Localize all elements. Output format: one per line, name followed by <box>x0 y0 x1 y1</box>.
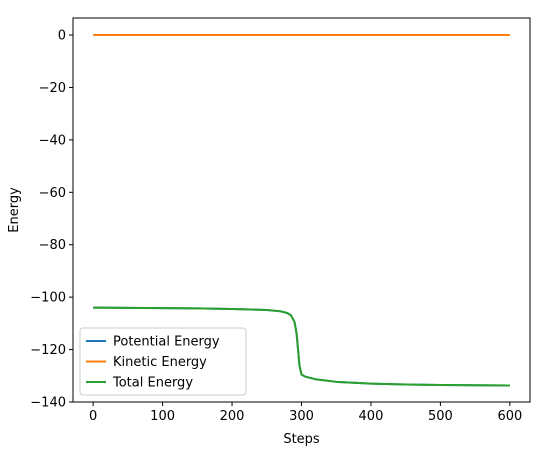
legend: Potential Energy Kinetic Energy Total Ener… <box>79 327 247 396</box>
x-tick-label: 600 <box>497 409 522 424</box>
y-tick-label: −140 <box>30 396 66 411</box>
y-tick-label: 0 <box>58 29 66 44</box>
y-tick-label: −40 <box>39 133 66 148</box>
series-line-total-energy <box>93 306 510 387</box>
y-tick-label: −120 <box>30 343 66 358</box>
y-tick-label: −60 <box>39 186 66 201</box>
x-tick-label: 200 <box>220 409 245 424</box>
legend-label: Kinetic Energy <box>113 355 207 370</box>
legend-label: Total Energy <box>112 376 193 391</box>
y-axis-ticks: 0 −20 −40 −60 −80 −100 −120 −140 <box>30 29 73 411</box>
legend-items: Potential Energy Kinetic Energy Total Ener… <box>86 335 220 391</box>
y-tick-label: −20 <box>39 81 66 96</box>
x-tick-label: 300 <box>289 409 314 424</box>
x-tick-label: 400 <box>359 409 384 424</box>
legend-box <box>79 327 247 396</box>
x-axis-label: Steps <box>283 432 320 447</box>
x-axis-ticks: 0 100 200 300 400 500 600 <box>89 402 522 424</box>
x-tick-label: 500 <box>428 409 453 424</box>
legend-label: Potential Energy <box>113 335 220 350</box>
x-tick-label: 0 <box>89 409 97 424</box>
y-axis-label: Energy <box>7 187 22 233</box>
series-layer <box>93 34 510 387</box>
x-tick-label: 100 <box>150 409 175 424</box>
y-tick-label: −80 <box>39 238 66 253</box>
y-tick-label: −100 <box>30 291 66 306</box>
